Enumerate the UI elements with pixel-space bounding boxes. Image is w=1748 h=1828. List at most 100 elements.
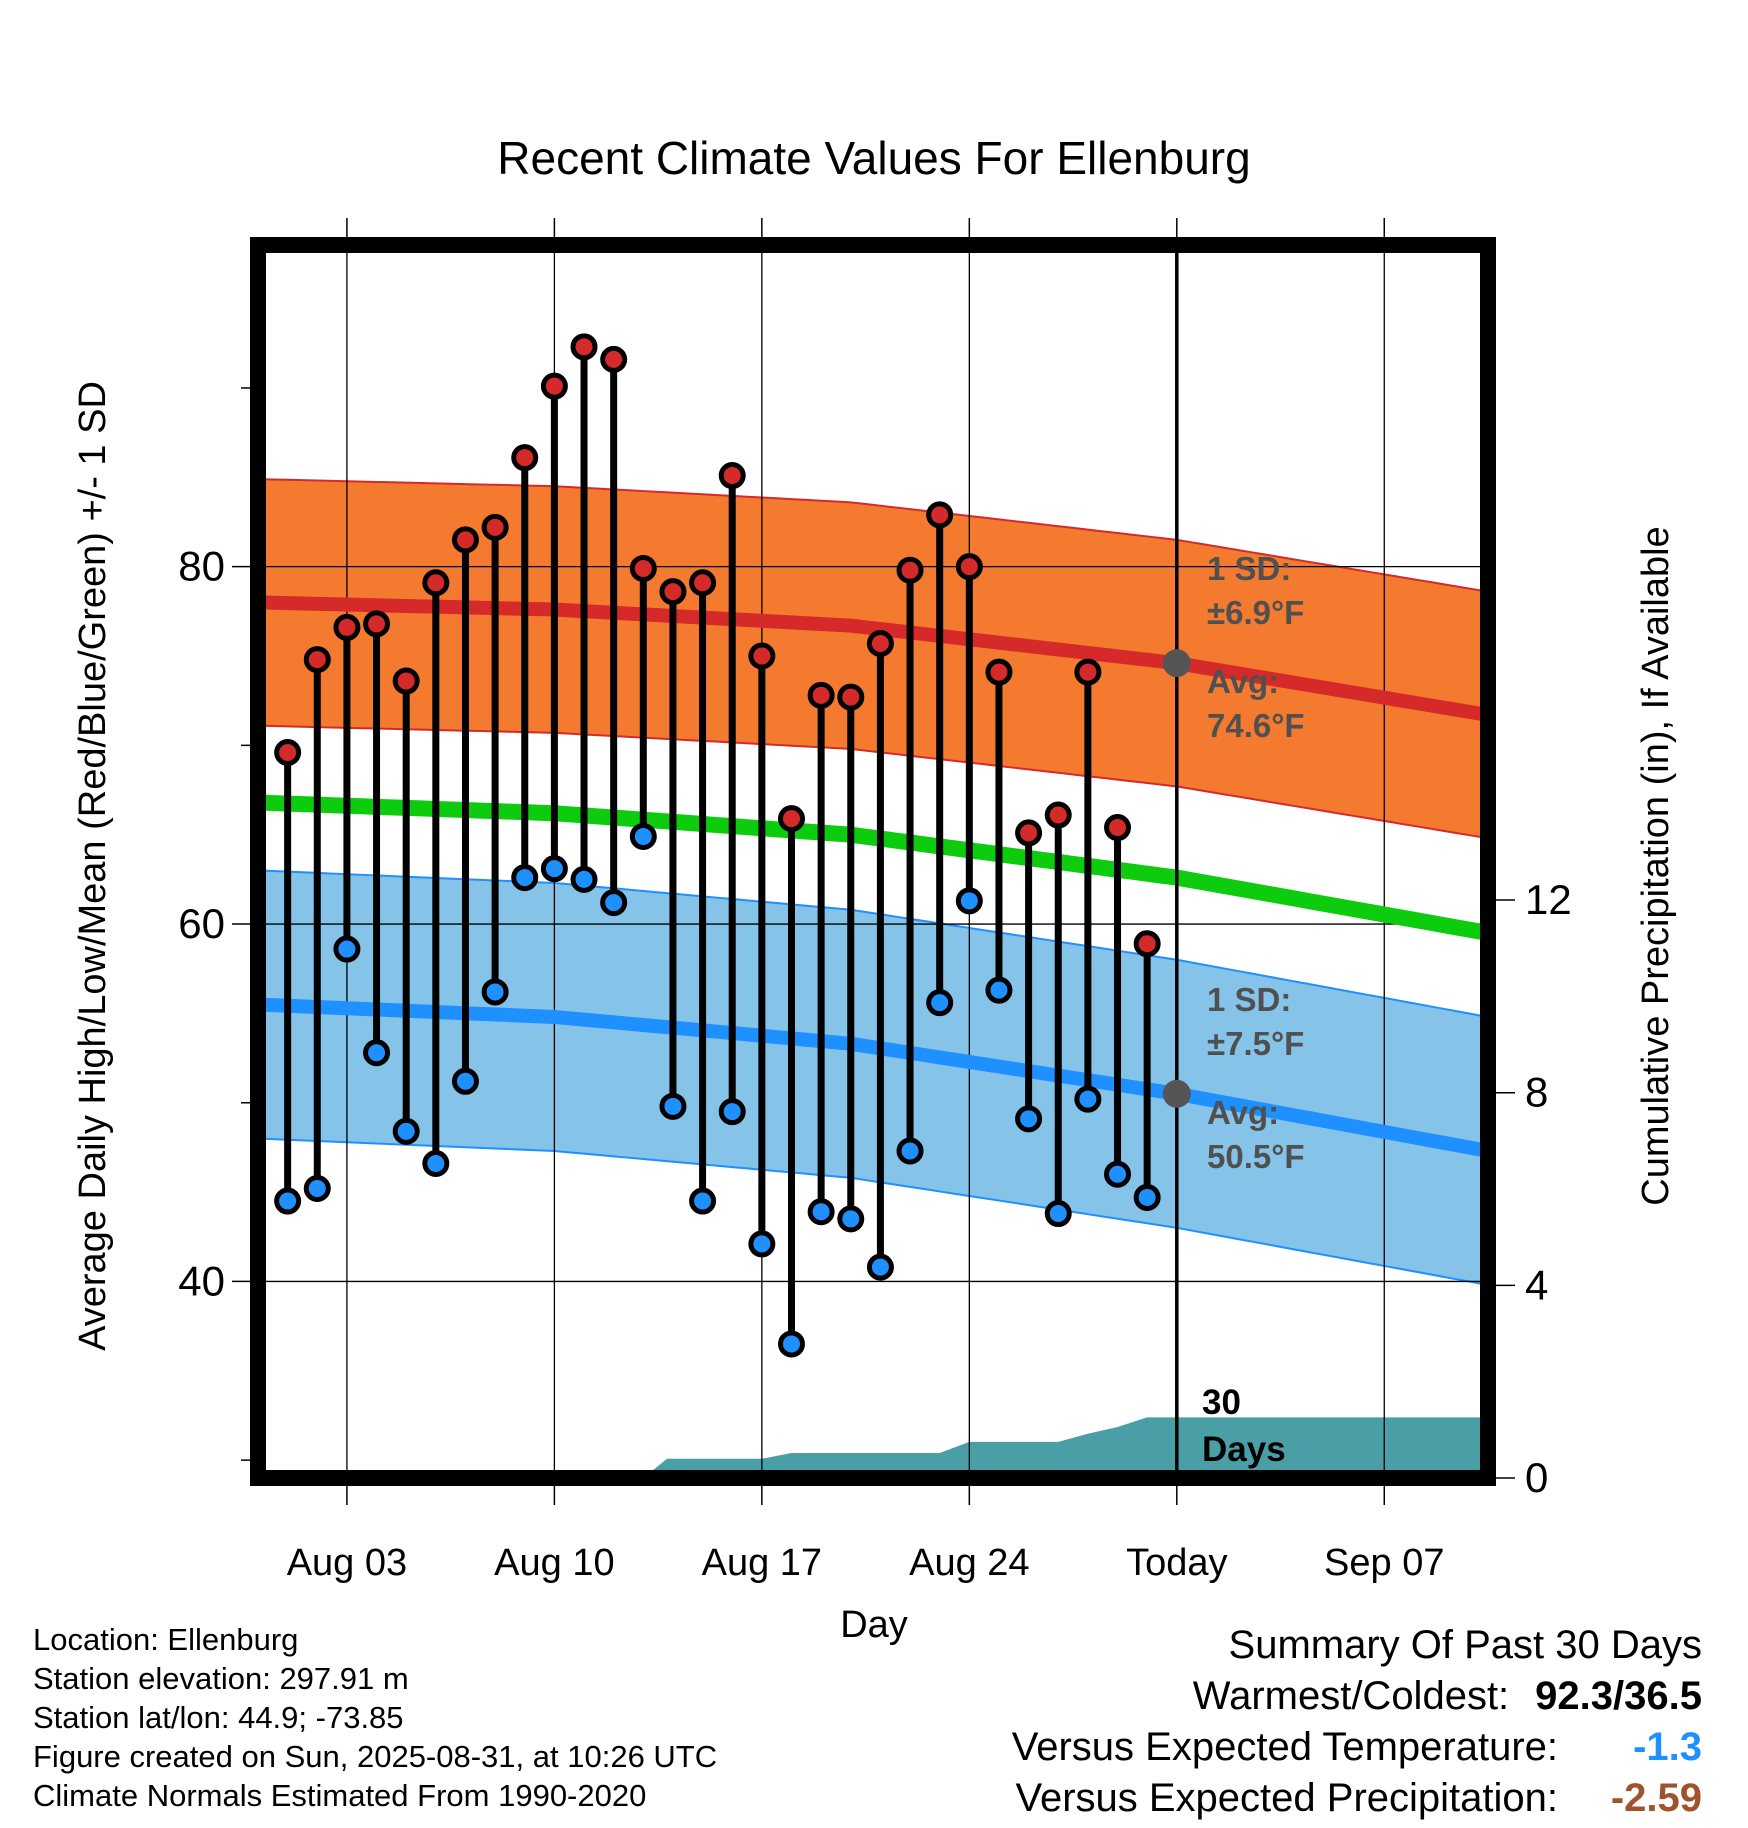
summary-temp-row: Versus Expected Temperature: -1.3 [1012,1722,1702,1773]
low-avg-label: Avg: [1207,1094,1279,1131]
precip-area [258,1417,1488,1478]
daily-low-point [748,1230,776,1258]
daily-high-point [422,569,450,597]
daily-low-point [689,1187,717,1215]
daily-low-point [1133,1183,1161,1211]
daily-low-point [777,1330,805,1358]
daily-high-point [837,683,865,711]
daily-low-point [1104,1160,1132,1188]
daily-low-point [422,1149,450,1177]
daily-high-point [689,569,717,597]
today-normal-low-marker [1162,1079,1191,1108]
daily-high-point [481,513,509,541]
daily-low-point [333,935,361,963]
plot-area: 1 SD: ±6.9°F Avg: 74.6°F 1 SD: ±7.5°F Avg: 50.5… [178,218,1572,1584]
y-left-tick-label: 80 [178,543,225,590]
daily-high-point [303,646,331,674]
high-sd-value: ±6.9°F [1207,594,1304,631]
daily-high-point [363,610,391,638]
summary-title: Summary Of Past 30 Days [1228,1623,1702,1667]
daily-high-point [274,738,302,766]
daily-high-point [866,629,894,657]
daily-high-point [926,501,954,529]
today-normal-high-marker [1162,649,1191,678]
daily-high-point [807,681,835,709]
y-axis-label-right: Cumulative Precipitation (in), If Availa… [1635,526,1677,1205]
daily-high-point [392,667,420,695]
daily-high-point [748,642,776,670]
daily-low-point [274,1187,302,1215]
daily-high-point [570,333,598,361]
temp-value: -1.3 [1633,1725,1702,1769]
y-right-tick-label: 8 [1525,1069,1548,1116]
summary-precip-row: Versus Expected Precipitation: -2.59 [1012,1773,1702,1824]
high-sd-label: 1 SD: [1207,550,1291,587]
warm-cold-label: Warmest/Coldest: [1192,1674,1510,1718]
daily-high-point [1074,658,1102,686]
daily-high-point [985,658,1013,686]
daily-high-point [511,444,539,472]
daily-low-point [451,1067,479,1095]
daily-low-point [659,1092,687,1120]
normal-high-sd-band [258,479,1488,839]
precip-value: -2.59 [1610,1776,1702,1820]
x-tick-label: Aug 10 [494,1542,614,1584]
warm-cold-value: 92.3/36.5 [1535,1674,1702,1718]
y-left-tick-label: 60 [178,900,225,947]
daily-low-point [540,855,568,883]
low-avg-value: 50.5°F [1207,1138,1305,1175]
elevation-text: Station elevation: 297.91 m [33,1661,409,1696]
high-avg-value: 74.6°F [1207,707,1305,744]
days-label-2: Days [1202,1430,1286,1469]
daily-high-point [955,553,983,581]
daily-high-point [629,554,657,582]
y-axis-label-left: Average Daily High/Low/Mean (Red/Blue/Gr… [72,381,114,1351]
daily-low-point [1074,1085,1102,1113]
x-tick-label: Aug 17 [702,1542,822,1584]
y-left-tick-label: 40 [178,1257,225,1304]
daily-low-point [926,989,954,1017]
daily-high-point [1133,930,1161,958]
precip-label: Versus Expected Precipitation: [1015,1776,1558,1820]
summary-panel: Summary Of Past 30 Days Warmest/Coldest:… [1012,1620,1702,1824]
daily-low-point [392,1117,420,1145]
daily-low-point [896,1137,924,1165]
daily-low-point [481,978,509,1006]
y-right-tick-label: 4 [1525,1261,1548,1308]
latlon-text: Station lat/lon: 44.9; -73.85 [33,1700,404,1735]
daily-high-point [451,526,479,554]
daily-high-point [1015,819,1043,847]
normal-low-sd-band [258,870,1488,1286]
daily-high-point [896,556,924,584]
daily-high-point [659,578,687,606]
daily-low-point [303,1175,331,1203]
daily-high-point [600,345,628,373]
plot-inner [258,245,1488,1478]
daily-low-point [600,889,628,917]
x-tick-label: Aug 24 [909,1542,1029,1584]
temp-label: Versus Expected Temperature: [1011,1725,1558,1769]
x-tick-label: Today [1126,1542,1227,1584]
x-tick-label: Sep 07 [1324,1542,1444,1584]
normals-text: Climate Normals Estimated From 1990-2020 [33,1778,647,1813]
daily-low-point [629,822,657,850]
low-sd-value: ±7.5°F [1207,1025,1304,1062]
high-avg-label: Avg: [1207,663,1279,700]
daily-low-point [837,1205,865,1233]
x-tick-label: Aug 03 [287,1542,407,1584]
x-axis-label: Day [840,1604,908,1646]
low-band-lower-edge [258,1137,1488,1286]
daily-low-point [955,887,983,915]
daily-high-point [333,613,361,641]
daily-high-point [1104,814,1132,842]
daily-low-point [363,1039,391,1067]
daily-low-point [1015,1105,1043,1133]
days-label-1: 30 [1202,1383,1241,1422]
daily-low-point [985,976,1013,1004]
daily-low-point [718,1098,746,1126]
daily-high-point [540,372,568,400]
daily-low-point [807,1198,835,1226]
daily-high-point [718,462,746,490]
station-info: Location: Ellenburg Station elevation: 2… [33,1620,717,1815]
